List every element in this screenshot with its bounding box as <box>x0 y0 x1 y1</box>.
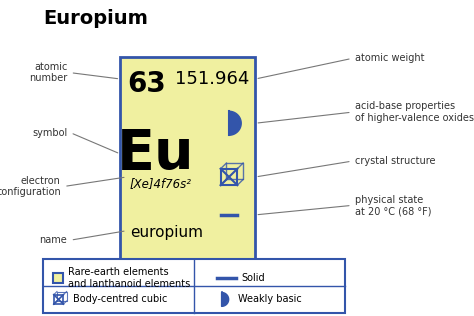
Text: atomic weight: atomic weight <box>355 53 425 64</box>
Text: Weakly basic: Weakly basic <box>238 295 302 304</box>
Text: crystal structure: crystal structure <box>355 156 436 166</box>
Text: electron
configuration: electron configuration <box>0 176 61 197</box>
Text: [Xe]4f76s²: [Xe]4f76s² <box>130 177 192 190</box>
Polygon shape <box>229 111 241 135</box>
Text: Solid: Solid <box>241 273 264 283</box>
Text: symbol: symbol <box>32 128 67 138</box>
Text: Rare-earth elements
and lanthanoid elements: Rare-earth elements and lanthanoid eleme… <box>68 267 190 289</box>
Text: 151.964: 151.964 <box>174 70 249 88</box>
Text: physical state
at 20 °C (68 °F): physical state at 20 °C (68 °F) <box>355 195 431 216</box>
Text: acid-base properties
of higher-valence oxides: acid-base properties of higher-valence o… <box>355 101 474 123</box>
FancyBboxPatch shape <box>120 57 255 259</box>
Text: Eu: Eu <box>117 127 194 181</box>
Polygon shape <box>221 293 228 307</box>
Text: Body-centred cubic: Body-centred cubic <box>73 295 167 304</box>
Text: europium: europium <box>130 225 203 240</box>
Text: name: name <box>39 235 67 245</box>
Text: Europium: Europium <box>43 9 148 28</box>
FancyBboxPatch shape <box>43 259 346 313</box>
Text: 63: 63 <box>127 70 165 98</box>
FancyBboxPatch shape <box>53 273 63 283</box>
Text: atomic
number: atomic number <box>29 62 67 83</box>
